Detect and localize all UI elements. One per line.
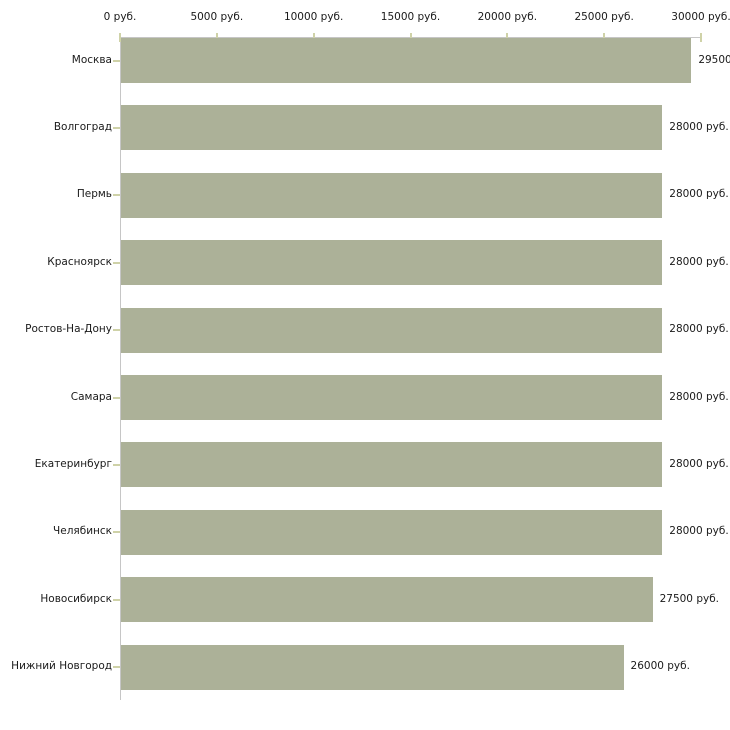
bar [121,375,663,420]
x-axis-tick [409,33,412,42]
category-label: Новосибирск [40,592,112,605]
x-axis-tick-label: 5000 руб. [190,11,244,23]
value-label: 29500 руб. [698,53,730,66]
x-axis-tick-label: 10000 руб. [283,11,344,23]
x-axis-tick [312,33,315,42]
value-label: 28000 руб. [669,390,729,403]
category-tick [113,126,120,129]
category-tick [113,261,120,264]
category-label: Нижний Новгород [11,660,112,673]
category-label: Пермь [76,188,112,201]
bar [121,105,663,151]
bar [121,172,663,218]
category-tick [113,329,120,332]
category-tick [113,666,120,669]
bar [121,644,624,690]
bar [121,509,663,555]
y-axis-line [120,37,121,700]
category-label: Челябинск [53,525,112,538]
x-axis-tick-label: 15000 руб. [380,11,441,23]
value-label: 28000 руб. [669,323,729,336]
bar [121,307,663,353]
category-label: Самара [70,390,112,403]
bar [121,38,692,83]
x-axis-tick-label: 30000 руб. [671,11,730,23]
bar [121,577,653,623]
bar [121,240,663,286]
value-label: 27500 руб. [659,592,720,605]
value-label: 28000 руб. [669,255,729,268]
category-tick [113,194,120,197]
category-label: Ростов-На-Дону [25,323,112,336]
x-axis-tick [700,33,702,42]
category-label: Красноярск [47,255,112,268]
x-axis-tick-label: 20000 руб. [477,11,538,23]
category-label: Екатеринбург [34,457,112,470]
x-axis-tick [215,33,218,42]
value-label: 28000 руб. [669,188,729,201]
category-label: Волгоград [53,120,112,133]
x-axis-tick-label: 0 руб. [103,11,137,23]
category-tick [113,531,120,534]
x-axis-tick-label: 25000 руб. [574,11,634,23]
x-axis-tick [119,33,121,42]
category-label: Москва [71,53,112,66]
category-tick [113,396,120,399]
category-tick [113,463,120,466]
x-axis-tick [506,33,509,42]
category-tick [113,598,120,601]
value-label: 26000 руб. [630,660,690,673]
value-label: 28000 руб. [669,120,729,133]
x-axis-tick [603,33,606,42]
value-label: 28000 руб. [669,525,729,538]
value-label: 28000 руб. [669,457,729,470]
category-tick [113,59,120,62]
bar [121,442,663,488]
